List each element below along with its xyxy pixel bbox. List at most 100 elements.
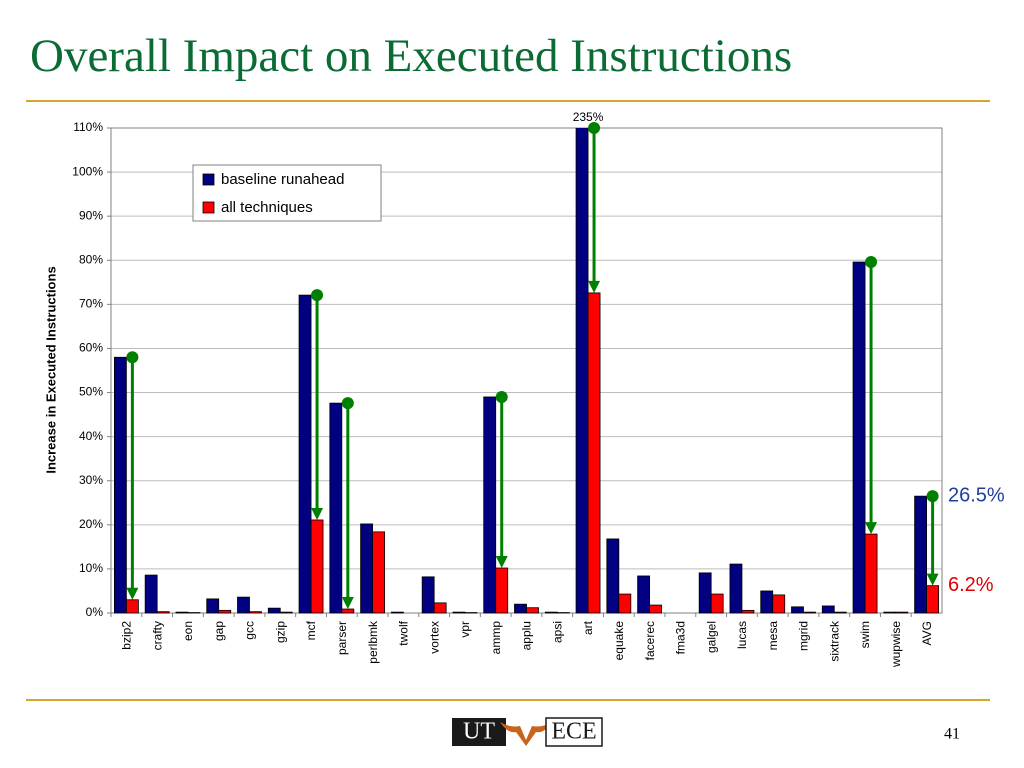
y-tick-label: 30%	[79, 473, 103, 487]
bar	[760, 590, 774, 614]
arrow-head	[926, 573, 939, 586]
x-tick-label: perlbmk	[366, 620, 380, 664]
bar	[175, 611, 189, 614]
value-label: 26.5%	[948, 484, 1005, 506]
bar	[914, 495, 928, 614]
reduction-arrow	[588, 122, 601, 293]
bar	[452, 611, 466, 614]
x-tick-label: lucas	[735, 621, 749, 649]
x-tick-label: twolf	[397, 620, 411, 645]
bar	[729, 563, 743, 614]
bar	[698, 572, 712, 614]
logo: UT ECE	[452, 717, 603, 747]
legend-label: all techniques	[221, 199, 313, 216]
y-tick-label: 80%	[79, 252, 103, 266]
y-tick-label: 10%	[79, 561, 103, 575]
bar	[803, 611, 816, 614]
arrow-start	[126, 351, 139, 364]
y-tick-label: 110%	[73, 120, 103, 134]
x-tick-label: applu	[520, 621, 534, 650]
arrow-start	[495, 390, 508, 403]
logo-box	[452, 718, 506, 746]
reduction-arrow	[865, 256, 878, 535]
bar	[741, 609, 755, 614]
reduction-arrow	[341, 397, 354, 610]
bar	[649, 604, 663, 614]
y-tick-label: 70%	[79, 297, 103, 311]
arrow-start	[926, 490, 939, 503]
x-tick-label: gzip	[273, 621, 287, 643]
bar	[113, 356, 127, 614]
arrow-head	[588, 280, 601, 293]
value-label: 6.2%	[948, 574, 994, 596]
x-tick-label: ammp	[489, 621, 503, 655]
legend-label: baseline runahead	[221, 171, 344, 188]
bar	[483, 396, 497, 614]
arrow-start	[588, 122, 601, 134]
x-tick-label: crafty	[150, 621, 164, 650]
bar	[390, 611, 404, 614]
bar	[218, 609, 232, 614]
arrow-head	[495, 556, 508, 569]
x-tick-label: facerec	[643, 621, 657, 660]
bar	[606, 538, 620, 614]
y-tick-label: 40%	[79, 429, 103, 443]
bar	[852, 261, 866, 614]
x-tick-label: vpr	[458, 621, 472, 638]
logo-horns	[500, 722, 552, 746]
bar	[575, 128, 589, 614]
arrow-start	[311, 289, 324, 302]
bar	[341, 608, 355, 614]
legend: baseline runahead all techniques	[192, 164, 382, 222]
x-tick-label: fma3d	[674, 621, 688, 654]
x-tick-label: mesa	[766, 621, 780, 651]
arrow-head	[126, 587, 139, 600]
x-tick-label: parser	[335, 621, 349, 655]
bar	[637, 575, 651, 614]
bar	[791, 606, 804, 614]
bar	[433, 602, 447, 614]
bar	[544, 611, 558, 614]
bar	[329, 402, 343, 614]
bar	[421, 576, 435, 614]
x-tick-label: bzip2	[120, 621, 134, 650]
y-tick-label: 90%	[79, 208, 103, 222]
bar	[883, 611, 897, 614]
arrow-start	[341, 397, 354, 410]
y-tick-label: 60%	[79, 341, 103, 355]
bar	[372, 531, 386, 614]
bar	[249, 611, 262, 614]
legend-box	[192, 164, 382, 222]
bar	[895, 611, 909, 614]
arrow-start	[865, 256, 878, 269]
bar	[360, 523, 374, 614]
bar	[587, 292, 601, 614]
y-axis-label: Increase in Executed Instructions	[43, 266, 58, 473]
x-tick-label: swim	[858, 621, 872, 648]
bar	[144, 574, 158, 614]
y-tick-label: 20%	[79, 517, 103, 531]
bar	[864, 533, 878, 614]
logo-box	[545, 717, 603, 747]
bar	[156, 611, 170, 614]
arrow-head	[341, 597, 354, 610]
x-tick-label: art	[581, 620, 595, 635]
y-tick-label: 0%	[86, 605, 104, 619]
slide-title: Overall Impact on Executed Instructions	[30, 30, 792, 82]
x-tick-label: gcc	[243, 621, 257, 640]
bar	[833, 611, 847, 614]
bar	[926, 585, 940, 614]
x-tick-label: sixtrack	[827, 620, 841, 662]
bar	[495, 567, 509, 614]
bar	[710, 593, 724, 614]
bar	[125, 599, 139, 614]
arrow-head	[311, 507, 324, 520]
reduction-arrow	[495, 390, 508, 569]
legend-swatch	[202, 201, 215, 214]
bar	[206, 598, 220, 614]
y-tick-label: 50%	[79, 385, 103, 399]
x-tick-label: AVG	[920, 621, 934, 645]
y-tick-label: 100%	[72, 164, 103, 178]
